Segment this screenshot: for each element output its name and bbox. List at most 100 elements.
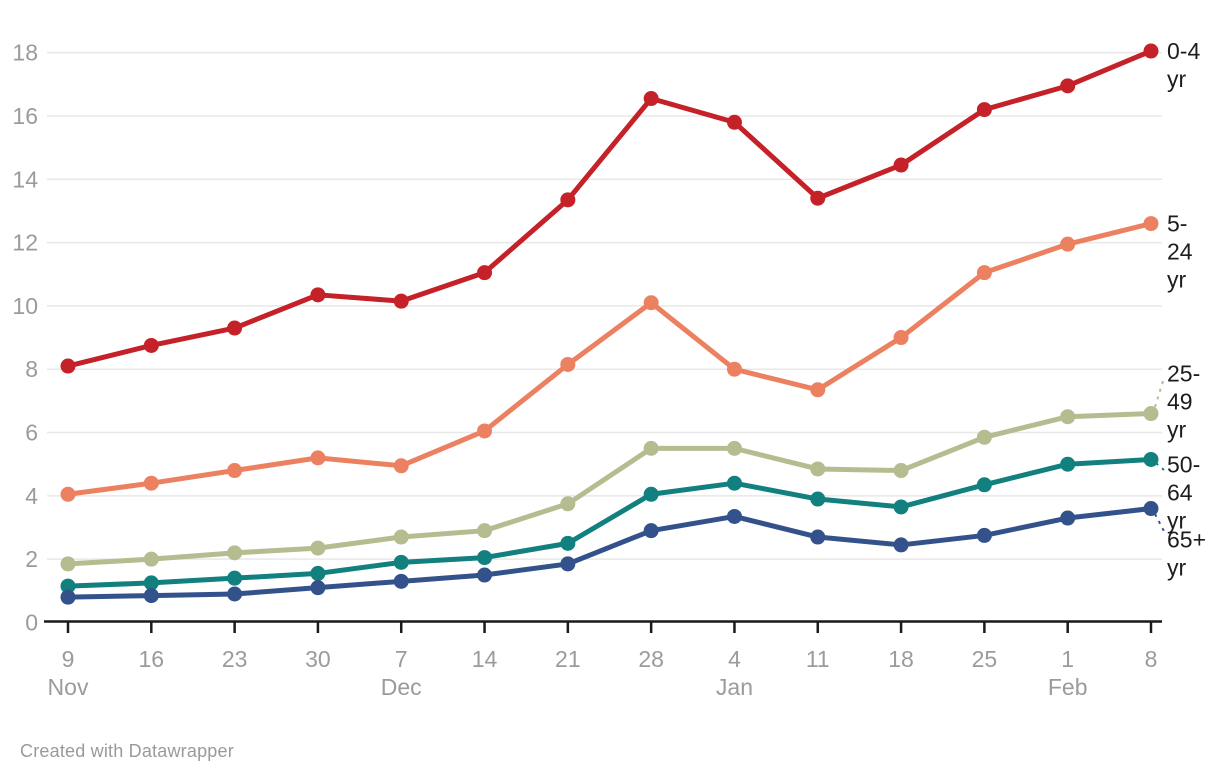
data-point-0-4-yr[interactable]	[643, 91, 659, 107]
x-axis-day-label: 16	[139, 646, 165, 672]
x-axis-day-label: 9	[62, 646, 75, 672]
y-axis-tick-label: 12	[12, 230, 38, 256]
x-axis-day-label: 11	[806, 646, 830, 672]
data-point-0-4-yr[interactable]	[560, 192, 576, 208]
data-point-5-24-yr[interactable]	[1143, 216, 1159, 232]
data-point-25-49-yr[interactable]	[227, 545, 243, 561]
data-point-5-24-yr[interactable]	[726, 361, 742, 377]
x-axis-day-label: 18	[888, 646, 914, 672]
data-point-0-4-yr[interactable]	[310, 287, 326, 303]
datawrapper-credit-link[interactable]: Created with Datawrapper	[20, 741, 234, 761]
data-point-65plus-yr[interactable]	[477, 567, 493, 583]
data-point-50-64-yr[interactable]	[310, 565, 326, 581]
series-line-65plus-yr	[65, 506, 1154, 600]
data-point-25-49-yr[interactable]	[810, 461, 826, 477]
data-point-50-64-yr[interactable]	[143, 575, 159, 591]
y-axis-tick-label: 8	[25, 356, 38, 382]
label-leader-65plus-yr	[1154, 513, 1167, 536]
data-point-25-49-yr[interactable]	[477, 523, 493, 539]
data-point-0-4-yr[interactable]	[976, 102, 992, 118]
data-point-65plus-yr[interactable]	[643, 523, 659, 539]
data-point-50-64-yr[interactable]	[726, 475, 742, 491]
data-point-50-64-yr[interactable]	[60, 578, 76, 594]
data-point-50-64-yr[interactable]	[976, 477, 992, 493]
data-point-50-64-yr[interactable]	[560, 535, 576, 551]
y-axis-tick-label: 0	[25, 610, 38, 636]
series-line-50-64-yr	[65, 456, 1154, 589]
data-point-50-64-yr[interactable]	[393, 554, 409, 570]
data-point-0-4-yr[interactable]	[1143, 43, 1159, 59]
data-point-25-49-yr[interactable]	[893, 463, 909, 479]
data-point-5-24-yr[interactable]	[143, 475, 159, 491]
data-point-5-24-yr[interactable]	[976, 265, 992, 281]
data-point-0-4-yr[interactable]	[60, 358, 76, 374]
data-point-0-4-yr[interactable]	[810, 190, 826, 206]
y-axis-tick-label: 16	[12, 103, 38, 129]
data-point-25-49-yr[interactable]	[310, 540, 326, 556]
data-point-0-4-yr[interactable]	[393, 293, 409, 309]
y-axis-tick-label: 4	[25, 483, 38, 509]
data-point-65plus-yr[interactable]	[227, 586, 243, 602]
data-point-65plus-yr[interactable]	[810, 529, 826, 545]
data-point-25-49-yr[interactable]	[976, 429, 992, 445]
data-point-65plus-yr[interactable]	[143, 588, 159, 604]
series-line-0-4-yr	[65, 48, 1154, 369]
data-point-25-49-yr[interactable]	[1143, 406, 1159, 422]
data-point-65plus-yr[interactable]	[726, 508, 742, 524]
x-axis-day-label: 23	[222, 646, 248, 672]
data-point-25-49-yr[interactable]	[1060, 409, 1076, 425]
data-point-0-4-yr[interactable]	[893, 157, 909, 173]
data-point-50-64-yr[interactable]	[810, 491, 826, 507]
series-label-25-49-yr: 25-49 yr	[1167, 361, 1200, 443]
data-point-5-24-yr[interactable]	[310, 450, 326, 466]
data-point-65plus-yr[interactable]	[1143, 501, 1159, 517]
series-line-25-49-yr	[65, 411, 1154, 567]
data-point-50-64-yr[interactable]	[893, 499, 909, 515]
data-point-65plus-yr[interactable]	[60, 589, 76, 605]
x-axis-day-label: 21	[555, 646, 581, 672]
x-axis-day-label: 28	[638, 646, 664, 672]
data-point-50-64-yr[interactable]	[643, 486, 659, 502]
data-point-0-4-yr[interactable]	[1060, 78, 1076, 94]
data-point-25-49-yr[interactable]	[643, 440, 659, 456]
data-point-65plus-yr[interactable]	[976, 527, 992, 543]
data-point-25-49-yr[interactable]	[143, 551, 159, 567]
data-point-5-24-yr[interactable]	[227, 463, 243, 479]
data-point-50-64-yr[interactable]	[1143, 451, 1159, 467]
y-axis-tick-label: 10	[12, 293, 38, 319]
data-point-5-24-yr[interactable]	[393, 458, 409, 474]
data-point-25-49-yr[interactable]	[560, 496, 576, 512]
data-point-5-24-yr[interactable]	[643, 295, 659, 311]
data-point-25-49-yr[interactable]	[726, 440, 742, 456]
x-axis-day-label: 14	[472, 646, 498, 672]
data-point-65plus-yr[interactable]	[893, 537, 909, 553]
data-point-65plus-yr[interactable]	[393, 573, 409, 589]
data-point-5-24-yr[interactable]	[560, 356, 576, 372]
y-axis-tick-label: 6	[25, 420, 38, 446]
data-point-0-4-yr[interactable]	[227, 320, 243, 336]
x-axis-month-label-feb: Feb	[1048, 674, 1088, 700]
data-point-65plus-yr[interactable]	[310, 580, 326, 596]
x-axis-day-label: 7	[395, 646, 408, 672]
data-point-25-49-yr[interactable]	[60, 556, 76, 572]
data-point-5-24-yr[interactable]	[60, 486, 76, 502]
data-point-5-24-yr[interactable]	[477, 423, 493, 439]
data-point-5-24-yr[interactable]	[893, 330, 909, 346]
y-axis-tick-label: 2	[25, 546, 38, 572]
x-axis-day-label: 25	[972, 646, 998, 672]
data-point-0-4-yr[interactable]	[726, 114, 742, 130]
data-point-65plus-yr[interactable]	[1060, 510, 1076, 526]
x-axis-day-label: 1	[1061, 646, 1074, 672]
data-point-25-49-yr[interactable]	[393, 529, 409, 545]
label-leader-50-64-yr	[1155, 462, 1165, 471]
data-point-0-4-yr[interactable]	[143, 337, 159, 353]
series-line-5-24-yr	[65, 221, 1154, 497]
data-point-50-64-yr[interactable]	[1060, 456, 1076, 472]
data-point-65plus-yr[interactable]	[560, 556, 576, 572]
data-point-5-24-yr[interactable]	[1060, 236, 1076, 252]
data-point-0-4-yr[interactable]	[477, 265, 493, 281]
data-point-50-64-yr[interactable]	[227, 570, 243, 586]
data-point-50-64-yr[interactable]	[477, 550, 493, 566]
data-point-5-24-yr[interactable]	[810, 382, 826, 398]
